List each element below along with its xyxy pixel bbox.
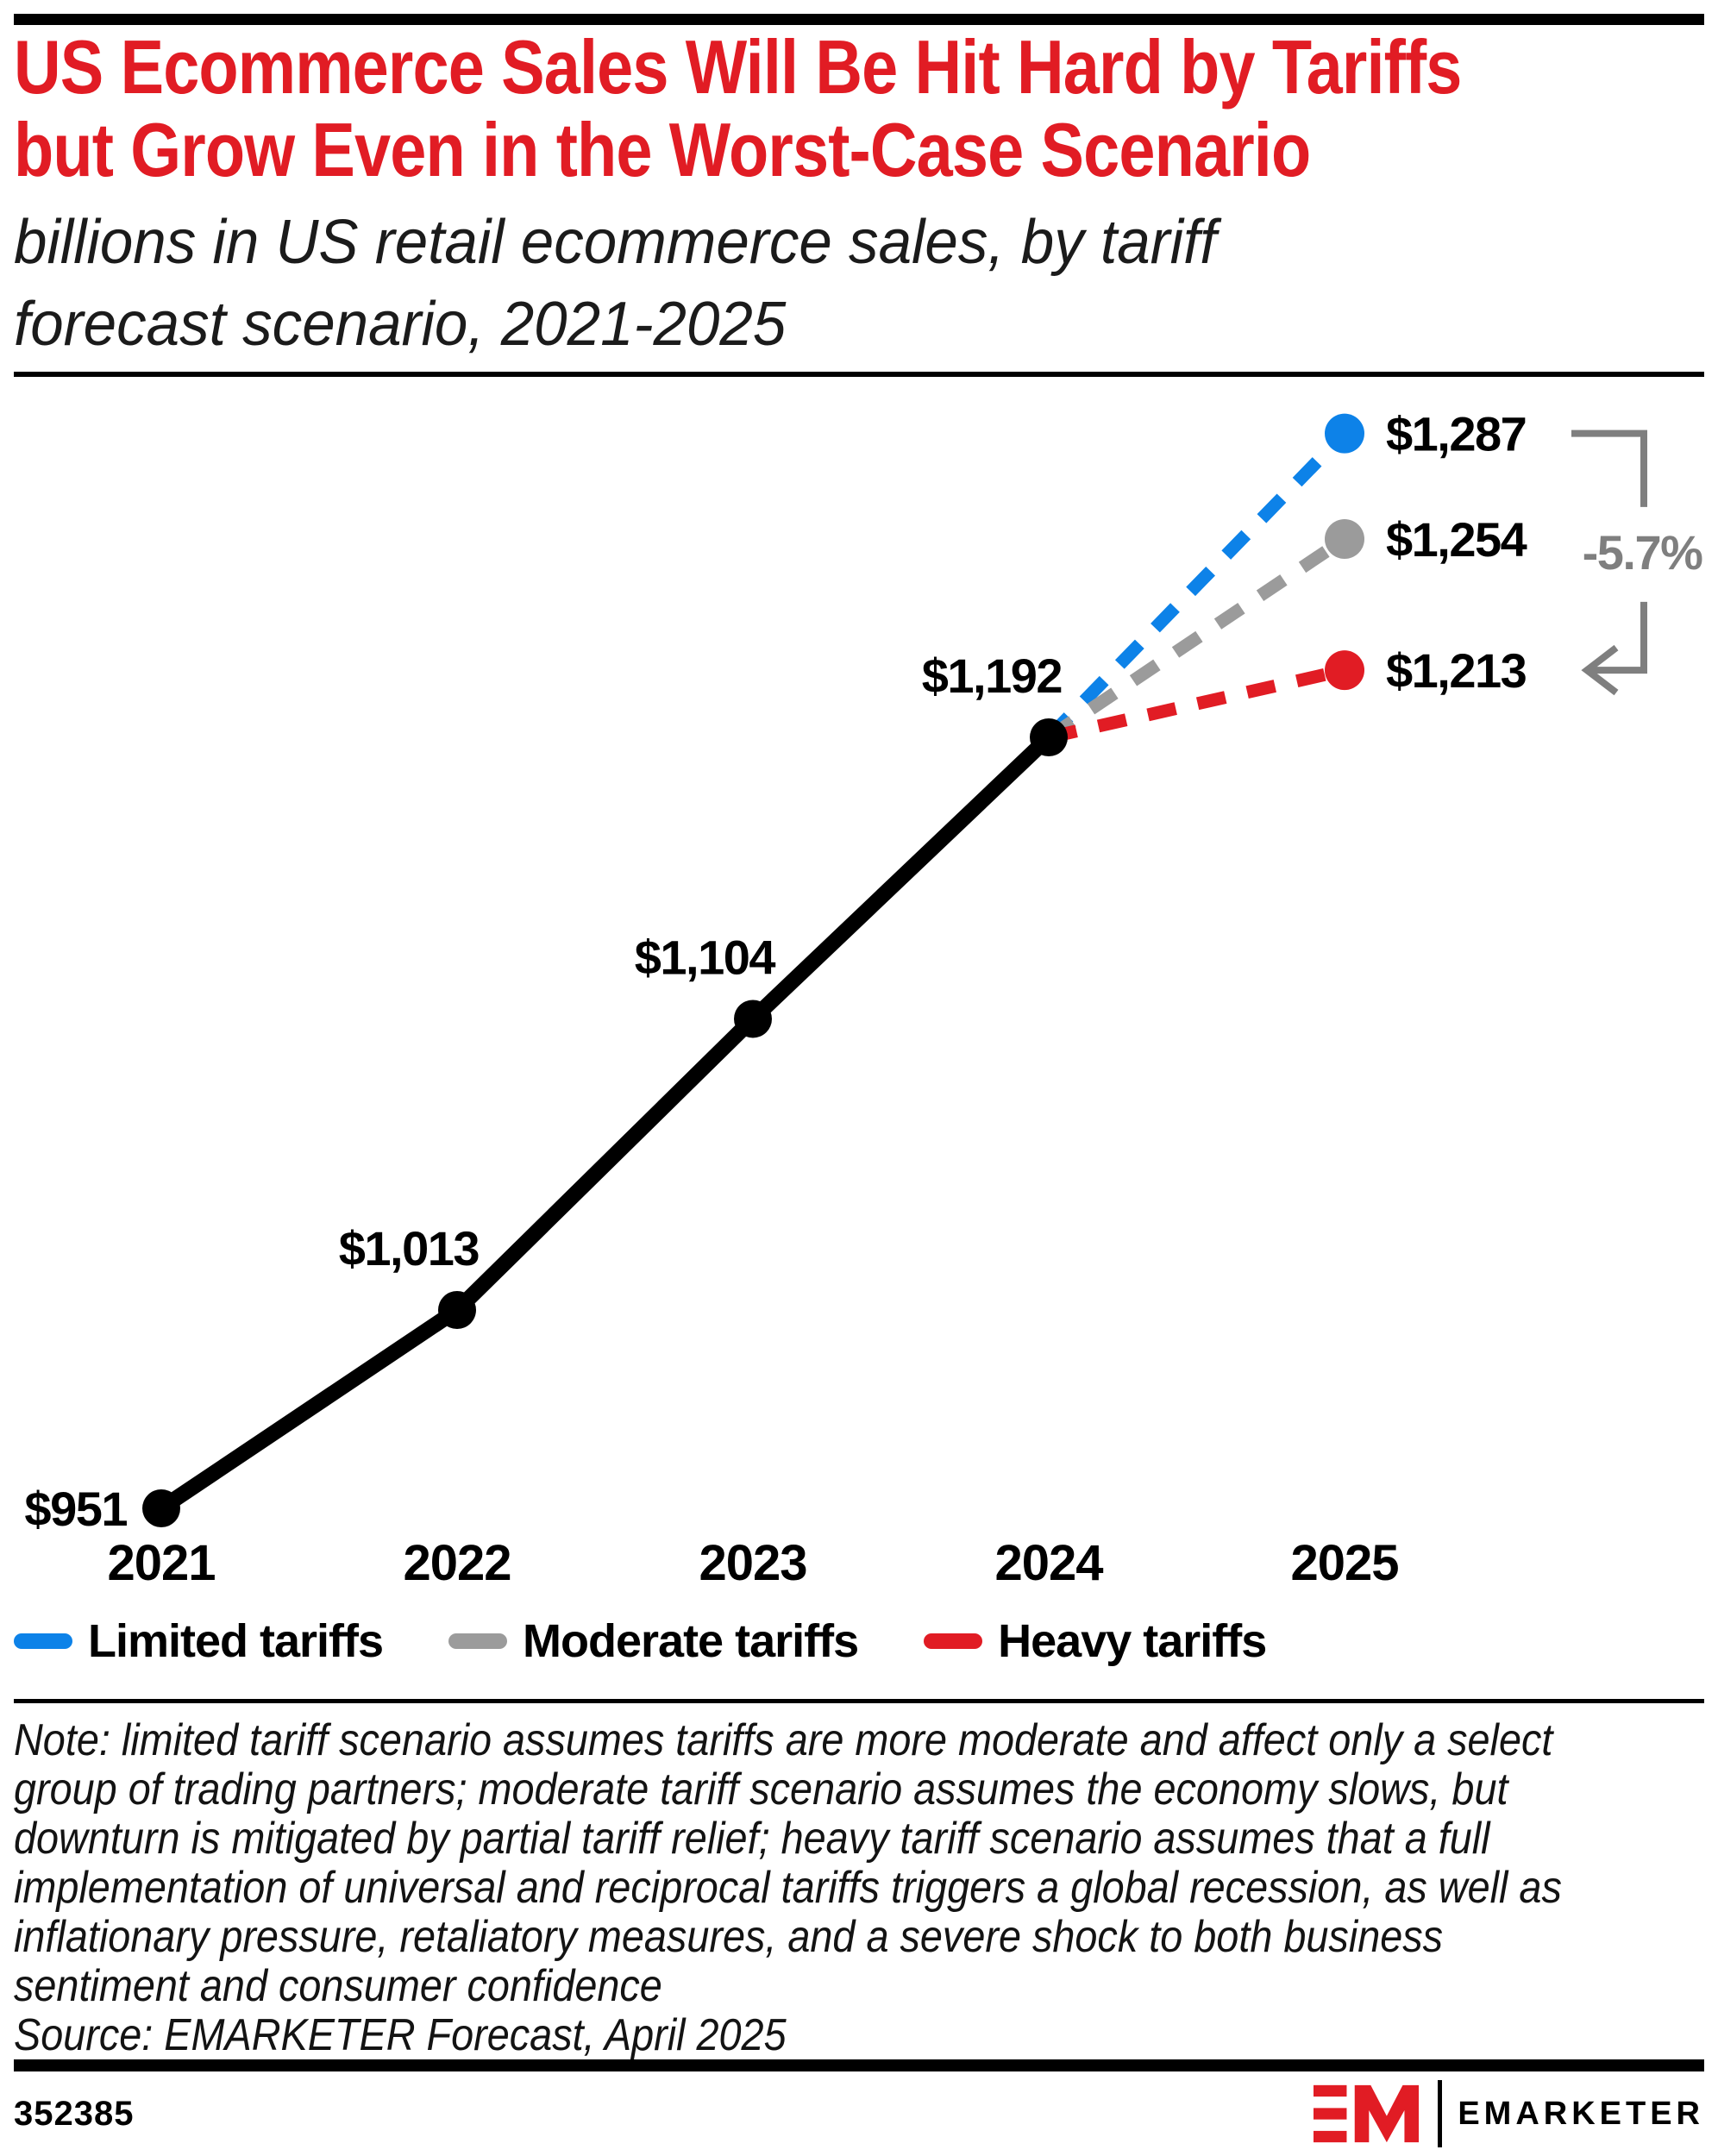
axis-label-2023: 2023 (699, 1535, 806, 1591)
data-point-2021 (142, 1489, 180, 1527)
brand-lockup: EMARKETER (1314, 2080, 1704, 2147)
emarketer-logo-mark (1314, 2084, 1420, 2143)
data-label-2022: $1,013 (339, 1221, 480, 1275)
source-line: Source: EMARKETER Forecast, April 2025 (14, 2010, 787, 2060)
note-line: inflationary pressure, retaliatory measu… (14, 1912, 1444, 1962)
top-rule (14, 14, 1704, 25)
annotation-arrow-icon (1581, 644, 1619, 696)
annotation-label: -5.7% (1583, 525, 1702, 580)
page-title-line1: US Ecommerce Sales Will Be Hit Hard by T… (14, 24, 1462, 110)
actual-line (156, 731, 1055, 1515)
data-point-2022 (438, 1291, 476, 1330)
legend-item-moderate-tariffs: Moderate tariffs (448, 1614, 859, 1668)
data-point-2024 (1030, 718, 1068, 757)
data-label-2021: $951 (24, 1482, 127, 1536)
brand-name: EMARKETER (1458, 2095, 1704, 2132)
scenario-label-moderate-tariffs: $1,254 (1386, 512, 1527, 567)
data-label-2024: $1,192 (922, 649, 1062, 703)
scenario-label-heavy-tariffs: $1,213 (1386, 643, 1527, 698)
axis-label-2021: 2021 (107, 1535, 215, 1591)
header-divider-rule (14, 372, 1704, 377)
legend-item-heavy-tariffs: Heavy tariffs (924, 1614, 1267, 1668)
note-line: Note: limited tariff scenario assumes ta… (14, 1715, 1553, 1765)
axis-label-2022: 2022 (403, 1535, 511, 1591)
legend-swatch-icon (448, 1633, 508, 1649)
scenario-line-moderate-tariffs (1044, 533, 1349, 743)
notes-divider-rule (14, 1699, 1704, 1703)
annotation-bracket (1571, 429, 1647, 674)
footer-rule (14, 2059, 1704, 2071)
note-line: sentiment and consumer confidence (14, 1961, 662, 2011)
note-line: implementation of universal and reciproc… (14, 1863, 1562, 1913)
note-line: group of trading partners; moderate tari… (14, 1764, 1508, 1814)
scenario-point-limited-tariffs (1325, 413, 1364, 454)
legend-swatch-icon (924, 1633, 983, 1649)
page-title-line2: but Grow Even in the Worst-Case Scenario (14, 107, 1311, 192)
note-line: downturn is mitigated by partial tariff … (14, 1814, 1490, 1864)
chart-legend: Limited tariffs Moderate tariffs Heavy tar… (14, 1614, 1267, 1668)
legend-item-limited-tariffs: Limited tariffs (14, 1614, 384, 1668)
legend-swatch-icon (14, 1633, 72, 1649)
chart-id: 352385 (14, 2094, 135, 2133)
forecast-chart: $951 $1,013 $1,104 $1,192 $1,287 $1,254 $1,213… (24, 407, 1703, 1591)
legend-label: Moderate tariffs (523, 1615, 859, 1667)
scenario-point-moderate-tariffs (1325, 519, 1364, 560)
legend-label: Heavy tariffs (998, 1615, 1267, 1667)
scenario-point-heavy-tariffs (1325, 650, 1364, 691)
page-subtitle-line1: billions in US retail ecommerce sales, b… (14, 208, 1217, 277)
chart-notes: Note: limited tariff scenario assumes ta… (14, 1716, 1718, 2060)
data-label-2023: $1,104 (635, 930, 776, 984)
axis-label-2024: 2024 (994, 1535, 1103, 1591)
page-subtitle: billions in US retail ecommerce sales, b… (14, 202, 1267, 366)
footer: 352385 EMARKETER (14, 2078, 1704, 2149)
data-point-2023 (734, 1000, 772, 1038)
scenario-label-limited-tariffs: $1,287 (1386, 407, 1526, 461)
axis-label-2025: 2025 (1290, 1535, 1398, 1591)
legend-label: Limited tariffs (88, 1615, 384, 1667)
scenario-line-limited-tariffs (1044, 429, 1350, 743)
page-subtitle-line2: forecast scenario, 2021-2025 (14, 290, 787, 359)
page-title: US Ecommerce Sales Will Be Hit Hard by T… (14, 26, 1697, 191)
brand-divider (1438, 2080, 1443, 2147)
